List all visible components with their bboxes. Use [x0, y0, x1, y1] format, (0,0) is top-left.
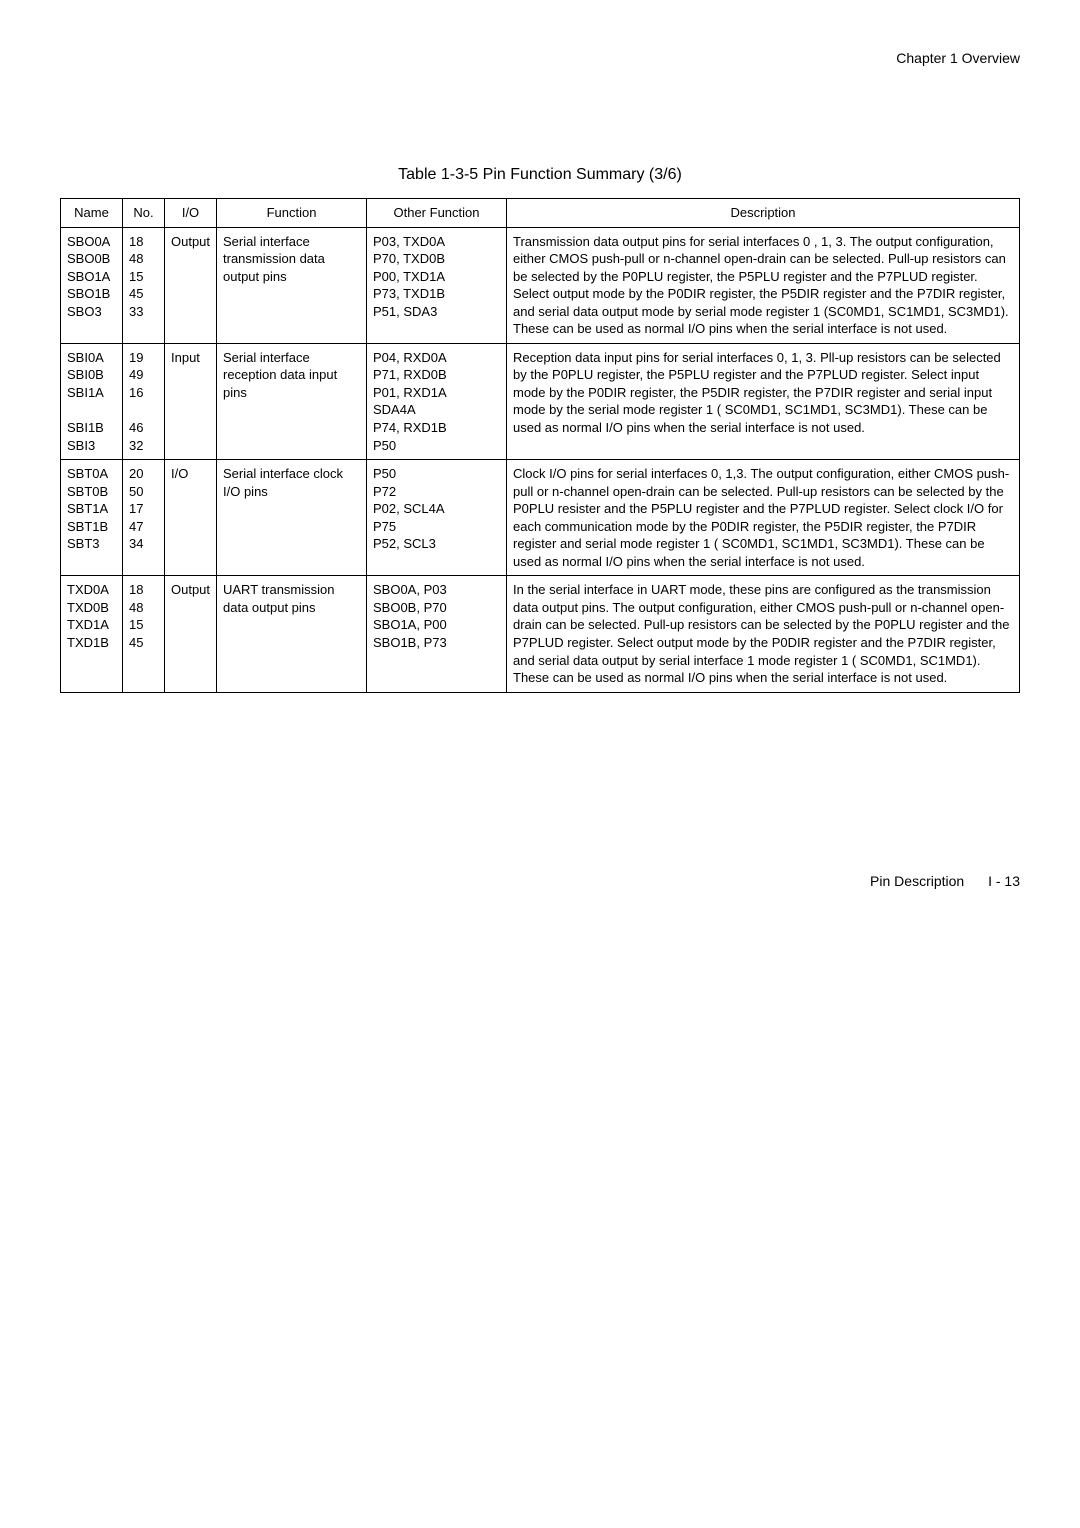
cell-desc: Transmission data output pins for serial… [507, 227, 1020, 343]
cell-name: SBT0A SBT0B SBT1A SBT1B SBT3 [61, 460, 123, 576]
table-row: SBI0A SBI0B SBI1A SBI1B SBI3 19 49 16 46… [61, 343, 1020, 459]
page-footer: Pin Description I - 13 [60, 873, 1020, 889]
cell-other: P03, TXD0A P70, TXD0B P00, TXD1A P73, TX… [367, 227, 507, 343]
cell-name: SBI0A SBI0B SBI1A SBI1B SBI3 [61, 343, 123, 459]
col-no: No. [123, 199, 165, 228]
footer-page: I - 13 [988, 873, 1020, 889]
cell-io: Output [165, 227, 217, 343]
cell-io: Output [165, 576, 217, 692]
cell-no: 19 49 16 46 32 [123, 343, 165, 459]
col-name: Name [61, 199, 123, 228]
col-other: Other Function [367, 199, 507, 228]
cell-io: I/O [165, 460, 217, 576]
cell-desc: Reception data input pins for serial int… [507, 343, 1020, 459]
cell-name: TXD0A TXD0B TXD1A TXD1B [61, 576, 123, 692]
table-row: SBT0A SBT0B SBT1A SBT1B SBT3 20 50 17 47… [61, 460, 1020, 576]
col-desc: Description [507, 199, 1020, 228]
cell-other: P50 P72 P02, SCL4A P75 P52, SCL3 [367, 460, 507, 576]
cell-no: 18 48 15 45 33 [123, 227, 165, 343]
col-func: Function [217, 199, 367, 228]
cell-other: P04, RXD0A P71, RXD0B P01, RXD1A SDA4A P… [367, 343, 507, 459]
table-row: TXD0A TXD0B TXD1A TXD1B 18 48 15 45 Outp… [61, 576, 1020, 692]
cell-name: SBO0A SBO0B SBO1A SBO1B SBO3 [61, 227, 123, 343]
cell-func: UART transmission data output pins [217, 576, 367, 692]
table-title: Table 1-3-5 Pin Function Summary (3/6) [60, 166, 1020, 184]
col-io: I/O [165, 199, 217, 228]
footer-label: Pin Description [870, 873, 964, 889]
cell-desc: Clock I/O pins for serial interfaces 0, … [507, 460, 1020, 576]
cell-other: SBO0A, P03 SBO0B, P70 SBO1A, P00 SBO1B, … [367, 576, 507, 692]
cell-io: Input [165, 343, 217, 459]
cell-func: Serial interface clock I/O pins [217, 460, 367, 576]
table-row: SBO0A SBO0B SBO1A SBO1B SBO3 18 48 15 45… [61, 227, 1020, 343]
pin-function-table: Name No. I/O Function Other Function Des… [60, 198, 1020, 693]
cell-func: Serial interface transmission data outpu… [217, 227, 367, 343]
cell-desc: In the serial interface in UART mode, th… [507, 576, 1020, 692]
cell-no: 18 48 15 45 [123, 576, 165, 692]
cell-no: 20 50 17 47 34 [123, 460, 165, 576]
chapter-header: Chapter 1 Overview [60, 50, 1020, 66]
cell-func: Serial interface reception data input pi… [217, 343, 367, 459]
table-header-row: Name No. I/O Function Other Function Des… [61, 199, 1020, 228]
